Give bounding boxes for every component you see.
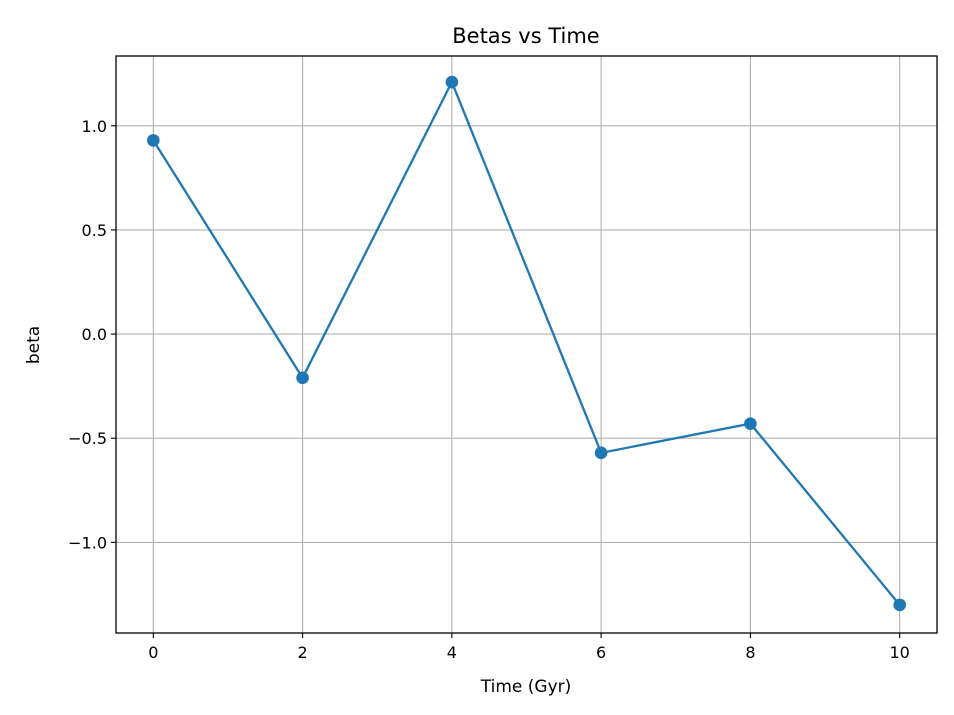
- x-tick-label: 4: [447, 643, 457, 662]
- ticks: 0 2 4 6 8 10 −1.0 −0.5 0.0 0.5 1.0: [68, 117, 910, 662]
- y-tick-label: −0.5: [68, 429, 107, 448]
- x-axis-label: Time (Gyr): [480, 677, 572, 697]
- chart-title: Betas vs Time: [452, 24, 599, 48]
- data-point: [147, 134, 160, 147]
- series-line: [152, 80, 901, 606]
- data-point: [893, 598, 906, 612]
- data-point: [744, 417, 757, 430]
- x-tick-label: 6: [596, 643, 606, 662]
- data-point: [296, 371, 309, 385]
- x-tick-label: 8: [745, 643, 755, 662]
- data-point: [445, 75, 459, 89]
- series-layer: [147, 75, 906, 612]
- y-tick-label: 0.0: [82, 325, 107, 344]
- x-tick-label: 0: [148, 643, 158, 662]
- data-point: [594, 446, 608, 460]
- y-tick-label: −1.0: [68, 533, 107, 552]
- x-tick-label: 2: [297, 643, 307, 662]
- y-tick-label: 0.5: [82, 221, 107, 240]
- grid: [116, 56, 937, 633]
- plot-frame: [115, 55, 938, 634]
- y-tick-label: 1.0: [82, 117, 107, 136]
- y-axis-label: beta: [24, 326, 44, 364]
- x-tick-label: 10: [890, 643, 910, 662]
